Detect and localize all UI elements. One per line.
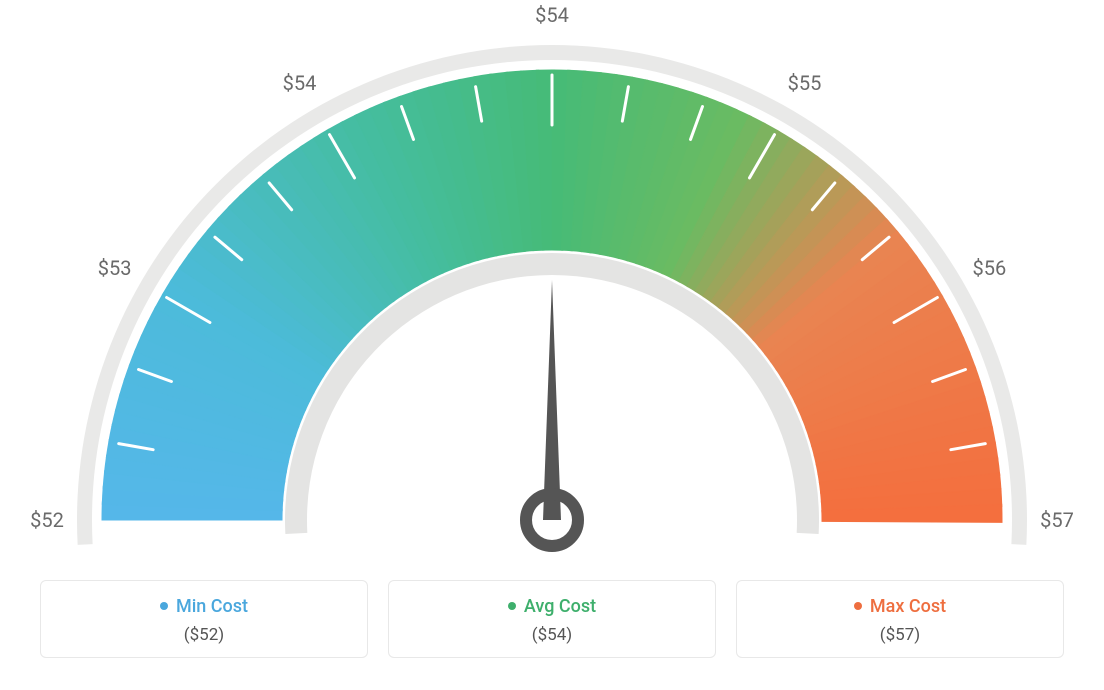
scale-label: $57 — [1040, 508, 1074, 532]
legend-dot-min — [160, 602, 168, 610]
gauge-chart-container: $52 $53 $54 $54 $55 $56 $57 Min Cost ($52) Avg… — [0, 0, 1104, 690]
legend-box-max: Max Cost ($57) — [736, 580, 1064, 658]
legend-value-max: ($57) — [747, 625, 1053, 645]
gauge-area: $52 $53 $54 $54 $55 $56 $57 — [0, 0, 1104, 570]
legend-value-avg: ($54) — [399, 625, 705, 645]
legend-row: Min Cost ($52) Avg Cost ($54) Max Cost (… — [0, 580, 1104, 658]
scale-label: $56 — [972, 256, 1006, 280]
legend-title-wrap: Max Cost — [854, 596, 946, 617]
legend-dot-avg — [508, 602, 516, 610]
legend-box-avg: Avg Cost ($54) — [388, 580, 716, 658]
legend-dot-max — [854, 602, 862, 610]
gauge-needle — [543, 280, 561, 520]
legend-title-max: Max Cost — [870, 596, 946, 617]
legend-title-wrap: Min Cost — [160, 596, 248, 617]
legend-value-min: ($52) — [51, 625, 357, 645]
gauge-svg — [0, 0, 1104, 570]
scale-label: $54 — [535, 3, 569, 27]
legend-box-min: Min Cost ($52) — [40, 580, 368, 658]
scale-label: $55 — [788, 71, 822, 95]
legend-title-wrap: Avg Cost — [508, 596, 596, 617]
scale-label: $53 — [98, 256, 132, 280]
scale-label: $52 — [30, 508, 64, 532]
legend-title-min: Min Cost — [176, 596, 248, 617]
scale-label: $54 — [283, 71, 317, 95]
legend-title-avg: Avg Cost — [524, 596, 596, 617]
